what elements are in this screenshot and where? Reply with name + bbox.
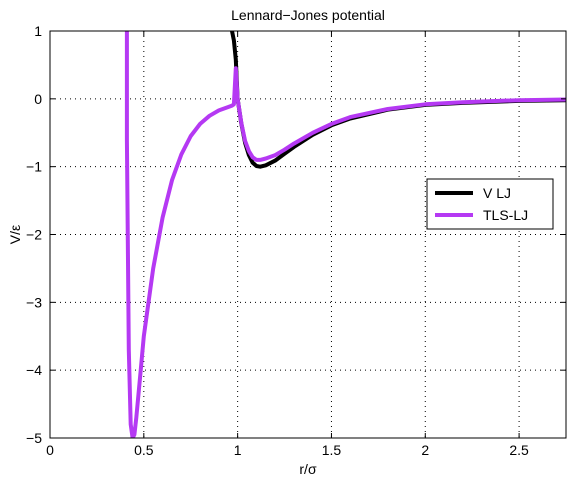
legend-label-v-lj: V LJ bbox=[483, 185, 511, 201]
chart-title: Lennard−Jones potential bbox=[231, 7, 385, 23]
x-tick-label: 2.5 bbox=[509, 442, 529, 458]
x-tick-label: 1.5 bbox=[322, 442, 342, 458]
x-tick-label: 1 bbox=[234, 442, 242, 458]
y-tick-label: 1 bbox=[34, 23, 42, 39]
x-tick-label: 0.5 bbox=[134, 442, 154, 458]
y-axis-ticks: 1 0 −1 −2 −3 −4 −5 bbox=[26, 23, 566, 446]
y-axis-title: V/ε bbox=[7, 225, 23, 244]
y-tick-label: −1 bbox=[26, 159, 42, 175]
grid-lines bbox=[50, 31, 566, 438]
y-tick-label: −3 bbox=[26, 294, 42, 310]
x-axis-title: r/σ bbox=[299, 461, 317, 477]
y-tick-label: −5 bbox=[26, 430, 42, 446]
series-lines bbox=[124, 31, 566, 438]
y-tick-label: −2 bbox=[26, 227, 42, 243]
y-tick-label: −4 bbox=[26, 362, 42, 378]
x-tick-label: 2 bbox=[421, 442, 429, 458]
legend: V LJ TLS-LJ bbox=[426, 178, 554, 230]
x-axis-ticks: 0 0.5 1 1.5 2 2.5 bbox=[46, 31, 529, 458]
y-tick-label: 0 bbox=[34, 91, 42, 107]
legend-box bbox=[426, 178, 554, 230]
legend-label-tls-lj: TLS-LJ bbox=[483, 207, 528, 223]
x-tick-label: 0 bbox=[46, 442, 54, 458]
series-line-tls-lj bbox=[124, 31, 566, 438]
